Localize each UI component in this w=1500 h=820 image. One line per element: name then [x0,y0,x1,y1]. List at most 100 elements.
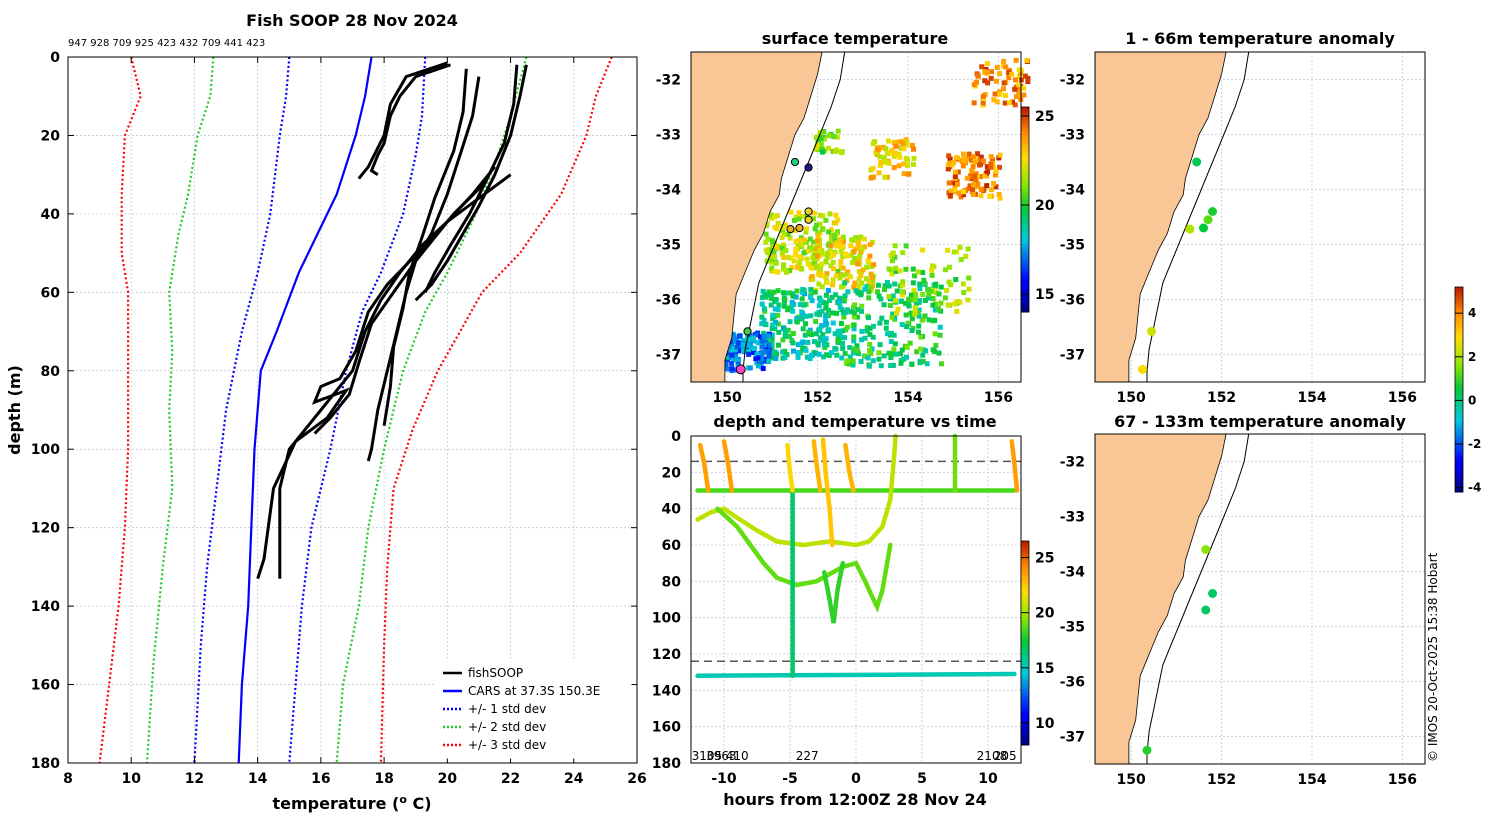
sst-pixel [817,221,823,227]
dt-annotation: 227 [796,749,819,763]
profile-xtick-label: 16 [311,771,330,787]
sst-pixel [755,363,761,369]
sst-pixel [781,262,787,268]
sst-pixel [938,284,944,290]
sst-colorbar-segment [1021,234,1029,237]
dt-trace [715,506,893,613]
dt-colorbar-segment [1021,587,1029,591]
sst-pixel [824,271,830,277]
anomaly-colorbar-segment [1455,418,1463,421]
sst-pixel [878,162,884,168]
anomaly-colorbar-segment [1455,358,1463,362]
dt-colorbar-segment [1021,679,1029,683]
sst-colorbar-segment [1021,268,1029,272]
profile-panel: Fish SOOP 28 Nov 2024 947 928 709 925 42… [5,11,647,813]
dt-colorbar-segment [1021,636,1029,640]
sst-pixel [898,298,904,304]
sst-pixel [885,331,891,337]
dt-colorbar-segment [1021,543,1029,546]
anomaly-colorbar-segment [1455,377,1463,380]
sst-pixel [779,251,785,257]
sst-pixel [746,337,752,343]
anomaly-colorbar-segment [1455,440,1463,444]
sst-pixel [765,342,771,348]
sst-colorbar-segment [1021,148,1029,151]
dt-colorbar-segment [1021,585,1029,589]
anomaly-colorbar-segment [1455,342,1463,345]
sst-pixel [866,363,872,369]
sst-pixel [856,239,862,245]
sst-pixel [836,295,842,301]
sst-pixel [882,174,888,180]
sst-pixel [781,290,787,296]
dt-annotation: 2108 [977,749,1008,763]
sst-pixel [765,236,771,242]
sst-pixel [945,166,951,172]
sst-pixel [892,341,898,347]
dt-trace [697,442,711,493]
profile-xtick-label: 24 [564,771,584,787]
sst-pixel [847,274,853,280]
sst-pixel [814,240,820,246]
sst-pixel [952,173,958,179]
sst-pixel [971,82,977,88]
dt-colorbar-segment [1021,667,1029,671]
profile-xlabel: temperature (o C) [272,793,431,814]
sst-pixel [867,341,873,347]
sst-pixel [808,313,814,319]
sst-pixel [844,272,850,278]
sst-colorbar-label: 20 [1035,198,1055,214]
sst-pixel [964,175,970,181]
sst-pixel [857,290,863,296]
sst-colorbar-segment [1021,166,1029,169]
sst-pixel [775,288,781,294]
sst-pixel [870,165,876,171]
sst-pixel [1021,85,1027,91]
sst-colorbar-segment [1021,297,1029,301]
sst-pixel [796,254,802,260]
sst-pixel [795,354,801,360]
sst-pixel [771,249,777,255]
dt-colorbar-segment [1021,685,1029,689]
sst-pixel [838,243,844,249]
sst-pixel [828,243,834,249]
map-ytick-label: -32 [1060,73,1085,89]
sst-colorbar-segment [1021,248,1029,251]
profile-series-line [366,76,481,462]
sst-pixel [854,348,860,354]
sst-pixel [845,289,851,295]
sst-pixel [858,358,864,364]
sst-pixel [916,313,922,319]
sst-pixel [769,215,775,221]
sst-pixel [848,243,854,249]
anomaly-marker [1203,215,1213,225]
sst-pixel [970,191,976,197]
sst-pixel [840,340,846,346]
sst-pixel [765,333,771,339]
sst-colorbar-segment [1021,258,1029,262]
profile-series-line [193,56,291,764]
sst-colorbar-segment [1021,201,1029,204]
anomaly-colorbar-segment [1455,424,1463,427]
profile-title: Fish SOOP 28 Nov 2024 [246,11,458,30]
sst-pixel [838,259,844,265]
sst-pixel [935,306,941,312]
sst-pixel [825,242,831,248]
sst-colorbar-segment [1021,209,1029,213]
sst-pixel [978,154,984,160]
sst-pixel [917,360,923,366]
dt-colorbar-segment [1021,573,1029,577]
sst-pixel [828,350,834,356]
anomaly-colorbar-label: -4 [1468,481,1481,495]
sst-pixel [770,239,776,245]
anomaly-colorbar-segment [1455,291,1463,294]
sst-pixel [818,134,824,140]
sst-pixel [799,316,805,322]
sst-pixel [827,211,833,217]
sst-pixel [793,227,799,233]
sst-pixel [758,334,764,340]
sst-station-marker [804,163,813,172]
sst-pixel [811,339,817,345]
sst-pixel [781,254,787,260]
sst-colorbar-segment [1021,236,1029,239]
